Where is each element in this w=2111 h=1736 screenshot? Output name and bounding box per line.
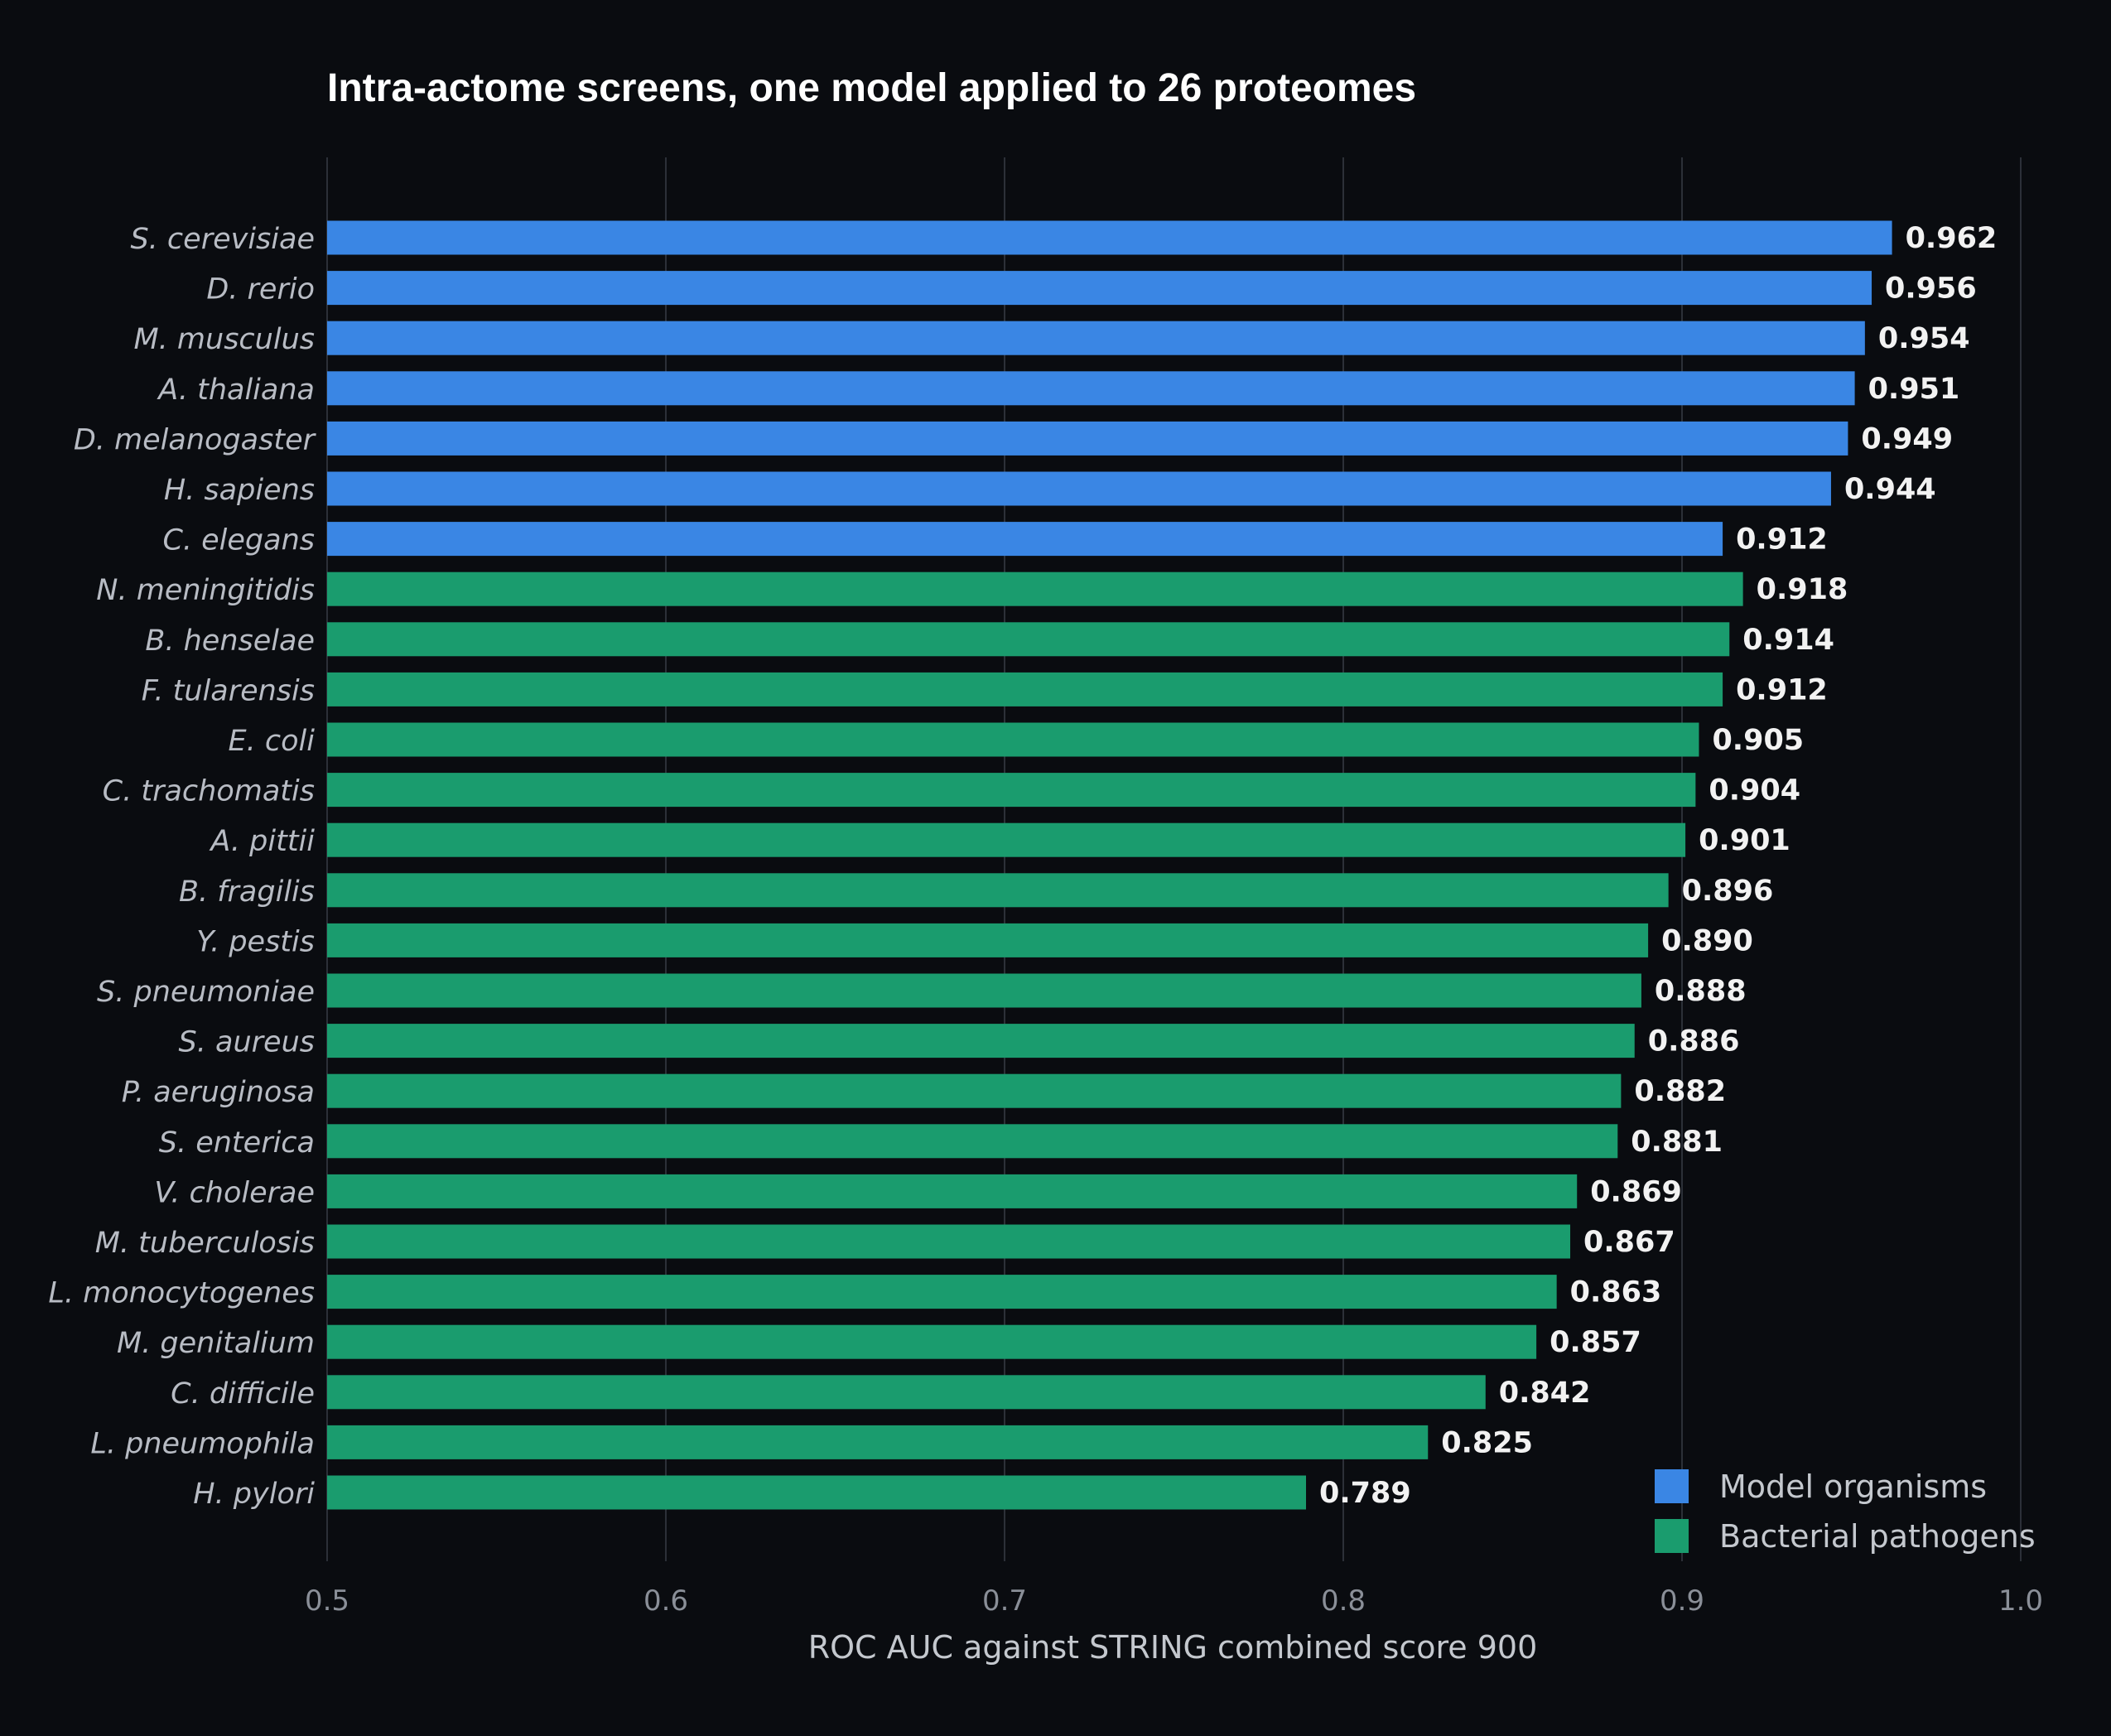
value-label: 0.962 — [1906, 222, 1998, 255]
bar — [327, 1174, 1578, 1208]
chart-title: Intra-actome screens, one model applied … — [327, 66, 1416, 110]
category-label: B. henselae — [145, 624, 315, 658]
bar — [327, 722, 1699, 757]
category-label: C. difficile — [171, 1377, 315, 1410]
value-label: 0.825 — [1441, 1426, 1533, 1459]
category-label: Y. pestis — [196, 925, 315, 958]
value-label: 0.886 — [1648, 1025, 1740, 1058]
bar — [327, 1275, 1557, 1309]
value-label: 0.901 — [1699, 824, 1790, 857]
bar — [327, 1124, 1618, 1159]
category-label: M. musculus — [133, 323, 315, 356]
value-label: 0.912 — [1736, 673, 1828, 706]
category-label: V. cholerae — [154, 1176, 315, 1209]
x-tick-label: 0.8 — [1321, 1584, 1366, 1618]
bar — [327, 371, 1855, 406]
bar — [327, 522, 1723, 557]
category-label: D. rerio — [206, 273, 315, 306]
x-tick-label: 1.0 — [1998, 1584, 2043, 1618]
bar — [327, 1475, 1307, 1510]
bar — [327, 471, 1831, 506]
value-label: 0.857 — [1550, 1326, 1641, 1359]
bars — [327, 220, 1892, 1510]
value-label: 0.888 — [1655, 975, 1747, 1008]
legend-label: Bacterial pathogens — [1719, 1518, 2036, 1555]
value-label: 0.881 — [1631, 1126, 1723, 1159]
bar — [327, 973, 1641, 1008]
value-labels: 0.962 0.956 0.954 0.951 0.949 0.944 0.912 0.918… — [1319, 222, 1997, 1510]
x-tick-label: 0.5 — [305, 1584, 349, 1618]
x-axis-title: ROC AUC against STRING combined score 90… — [808, 1629, 1538, 1666]
bar — [327, 1224, 1571, 1259]
category-label: M. genitalium — [117, 1327, 315, 1360]
value-label: 0.904 — [1709, 774, 1800, 808]
category-label: C. trachomatis — [103, 775, 315, 808]
value-label: 0.918 — [1757, 573, 1848, 606]
bar — [327, 622, 1730, 657]
bar — [327, 873, 1669, 908]
bar — [327, 1425, 1429, 1459]
category-label: N. meningitidis — [96, 574, 315, 607]
x-tick-label: 0.6 — [643, 1584, 688, 1618]
legend-label: Model organisms — [1719, 1468, 1987, 1505]
bar — [327, 1073, 1622, 1108]
bar — [327, 220, 1892, 255]
legend-swatch — [1655, 1519, 1689, 1553]
category-label: S. aureus — [179, 1026, 315, 1059]
category-labels: S. cerevisiae D. rerio M. musculus A. thali… — [48, 223, 316, 1511]
category-label: B. fragilis — [179, 875, 315, 909]
value-label: 0.869 — [1590, 1175, 1682, 1208]
value-label: 0.905 — [1712, 724, 1804, 757]
legend-swatch — [1655, 1469, 1689, 1503]
bar — [327, 571, 1743, 606]
value-label: 0.890 — [1661, 924, 1753, 957]
bar — [327, 271, 1872, 306]
category-label: L. monocytogenes — [48, 1277, 315, 1310]
value-label: 0.951 — [1868, 373, 1960, 406]
category-label: A. pittii — [209, 825, 315, 858]
category-label: S. enterica — [159, 1126, 315, 1160]
bar — [327, 773, 1696, 808]
bar — [327, 321, 1865, 355]
category-label: M. tuberculosis — [95, 1227, 315, 1260]
bar — [327, 421, 1848, 456]
category-label: A. thaliana — [157, 374, 315, 407]
x-axis-ticks: 0.5 0.6 0.7 0.8 0.9 1.0 — [305, 1584, 2043, 1618]
value-label: 0.863 — [1570, 1276, 1662, 1309]
value-label: 0.882 — [1634, 1075, 1726, 1108]
bar — [327, 1375, 1486, 1410]
value-label: 0.789 — [1319, 1477, 1411, 1510]
bar — [327, 822, 1686, 857]
category-label: S. pneumoniae — [97, 976, 315, 1009]
x-tick-label: 0.9 — [1660, 1584, 1704, 1618]
value-label: 0.956 — [1885, 272, 1977, 306]
category-label: L. pneumophila — [90, 1427, 315, 1460]
category-label: P. aeruginosa — [122, 1076, 315, 1109]
value-label: 0.842 — [1499, 1377, 1591, 1410]
bar — [327, 1324, 1537, 1359]
value-label: 0.954 — [1878, 322, 1970, 355]
category-label: H. sapiens — [164, 474, 315, 507]
value-label: 0.949 — [1861, 422, 1953, 456]
x-tick-label: 0.7 — [982, 1584, 1027, 1618]
category-label: F. tularensis — [142, 674, 315, 707]
value-label: 0.914 — [1742, 624, 1834, 657]
legend[interactable]: Model organisms Bacterial pathogens — [1655, 1468, 2036, 1555]
value-label: 0.912 — [1736, 523, 1828, 557]
bar — [327, 672, 1723, 706]
category-label: H. pylori — [193, 1478, 315, 1511]
category-label: C. elegans — [162, 524, 315, 557]
value-label: 0.867 — [1583, 1226, 1675, 1259]
value-label: 0.896 — [1682, 875, 1774, 908]
category-label: D. melanogaster — [74, 423, 317, 456]
category-label: S. cerevisiae — [130, 223, 315, 256]
category-label: E. coli — [229, 725, 316, 758]
bar — [327, 1024, 1635, 1058]
bar — [327, 923, 1649, 957]
value-label: 0.944 — [1844, 473, 1936, 506]
